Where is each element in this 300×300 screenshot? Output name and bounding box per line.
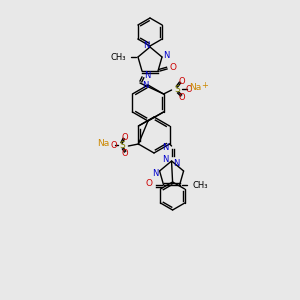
Text: Na: Na [190, 83, 202, 92]
Text: N: N [144, 70, 150, 80]
Text: N: N [173, 158, 180, 167]
Text: S: S [175, 85, 181, 94]
Text: O: O [110, 140, 117, 149]
Text: Na: Na [97, 140, 110, 148]
Text: O: O [185, 85, 192, 94]
Text: O: O [121, 148, 128, 158]
Text: +: + [201, 80, 208, 89]
Text: O: O [178, 76, 185, 85]
Text: CH₃: CH₃ [110, 52, 126, 62]
Text: O: O [178, 92, 185, 101]
Text: CH₃: CH₃ [193, 181, 208, 190]
Text: N: N [163, 52, 169, 61]
Text: O: O [121, 133, 128, 142]
Text: N: N [152, 169, 159, 178]
Text: N: N [162, 155, 169, 164]
Text: O: O [169, 64, 176, 73]
Text: N: N [142, 80, 148, 89]
Text: N: N [162, 143, 169, 152]
Text: N: N [143, 41, 149, 50]
Text: O: O [145, 179, 152, 188]
Text: S: S [119, 140, 125, 149]
